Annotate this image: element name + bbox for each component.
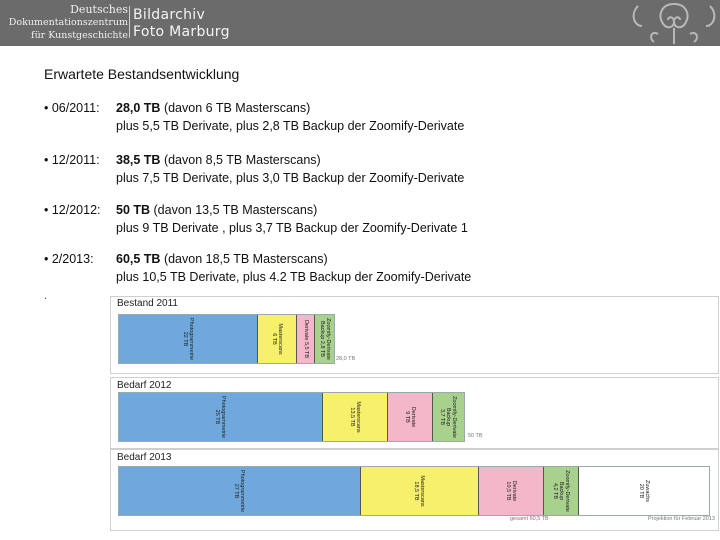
item-total: 38,5 TB xyxy=(116,153,161,167)
app-title: Bildarchiv Foto Marburg xyxy=(133,7,230,41)
segment-label: Photogrammetrie 22 TB xyxy=(181,317,194,361)
chart-title: Bestand 2011 xyxy=(117,298,178,309)
chart-note: 50 TB xyxy=(468,433,483,439)
chart-title: Bedarf 2012 xyxy=(117,380,172,391)
stacked-bar: Photogrammetrie 25 TB Masterscans 13,5 TB… xyxy=(118,392,465,442)
bar-segment: Masterscans 18,5 TB xyxy=(360,467,479,515)
item-line-1: 28,0 TB (davon 6 TB Masterscans) xyxy=(116,99,310,117)
bar-segment: Zoomify-Derivate Backup 3,7 TB xyxy=(432,393,464,441)
item-line-1: 60,5 TB (davon 18,5 TB Masterscans) xyxy=(116,250,328,268)
header-divider xyxy=(129,6,130,38)
item-date: • 12/2012: xyxy=(44,203,101,217)
bar-segment: Derivate 9 TB xyxy=(388,393,433,441)
segment-label: Derivate 5,5 TB xyxy=(302,319,309,359)
ddk-logo: Deutsches Dokumentationszentrum für Kuns… xyxy=(9,3,128,42)
item-line-2: plus 5,5 TB Derivate, plus 2,8 TB Backup… xyxy=(116,119,465,133)
item-line-1-rest: (davon 13,5 TB Masterscans) xyxy=(150,203,318,217)
app-title-line-2: Foto Marburg xyxy=(133,24,230,40)
item-total: 50 TB xyxy=(116,203,151,217)
bar-segment: Masterscans 13,5 TB xyxy=(322,393,389,441)
logo-line-3: für Kunstgeschichte xyxy=(31,30,128,41)
logo-line-1: Deutsches xyxy=(70,3,128,16)
segment-label: Photogrammetrie 25 TB xyxy=(214,395,227,439)
segment-label: Zoomify-Derivate Backup 4,2 TB xyxy=(551,470,570,512)
chart-note-2: Projektion für Februar 2013 xyxy=(648,516,715,522)
stray-mark: . xyxy=(44,290,48,302)
item-line-2: plus 7,5 TB Derivate, plus 3,0 TB Backup… xyxy=(116,171,465,185)
segment-label: Masterscans 13,5 TB xyxy=(348,401,361,433)
item-total: 28,0 TB xyxy=(116,101,161,115)
slide-heading: Erwartete Bestandsentwicklung xyxy=(44,66,240,82)
item-line-1: 50 TB (davon 13,5 TB Masterscans) xyxy=(116,201,317,219)
bar-segment: Photogrammetrie 25 TB xyxy=(119,393,323,441)
bar-segment: Derivate 10,5 TB xyxy=(478,467,544,515)
logo-line-2: Dokumentationszentrum xyxy=(8,17,128,28)
bar-segment: Photogrammetrie 27 TB xyxy=(119,467,361,515)
stacked-bar: Photogrammetrie 27 TB Masterscans 18,5 TB… xyxy=(118,466,710,516)
header-bar: Deutsches Dokumentationszentrum für Kuns… xyxy=(0,0,720,46)
item-line-1-rest: (davon 18,5 TB Masterscans) xyxy=(160,252,328,266)
chart-note: 28,0 TB xyxy=(336,356,356,362)
segment-label: Zoomify-Derivate Backup 2,8 TB xyxy=(318,318,331,360)
segment-label: Masterscans 18,5 TB xyxy=(413,475,426,507)
app-title-line-1: Bildarchiv xyxy=(133,7,206,23)
item-date: • 12/2011: xyxy=(44,153,100,167)
item-date: • 2/2013: xyxy=(44,252,94,266)
bar-segment: Masterscans 6 TB xyxy=(257,315,297,363)
chart-note: gesamt 60,5 TB xyxy=(510,516,549,522)
segment-label: Masterscans 6 TB xyxy=(270,323,283,355)
bar-segment: Zoomify-Derivate Backup 2,8 TB xyxy=(315,315,334,363)
stacked-bar: Photogrammetrie 22 TB Masterscans 6 TB Der… xyxy=(118,314,335,364)
item-line-1-rest: (davon 8,5 TB Masterscans) xyxy=(160,153,321,167)
bar-segment: Zoomify-Derivate Backup 4,2 TB xyxy=(543,467,580,515)
item-total: 60,5 TB xyxy=(116,252,161,266)
item-line-2: plus 10,5 TB Derivate, plus 4.2 TB Backu… xyxy=(116,270,472,284)
bar-segment: Zuwachs 20 TB xyxy=(579,467,709,515)
ornament-icon xyxy=(632,3,716,44)
bar-segment: Derivate 5,5 TB xyxy=(297,315,316,363)
segment-label: Photogrammetrie 27 TB xyxy=(233,469,246,513)
item-line-2: plus 9 TB Derivate , plus 3,7 TB Backup … xyxy=(116,221,468,235)
item-line-1-rest: (davon 6 TB Masterscans) xyxy=(160,101,311,115)
item-date: • 06/2011: xyxy=(44,101,100,115)
segment-label: Derivate 9 TB xyxy=(404,406,417,428)
segment-label: Derivate 10,5 TB xyxy=(504,480,517,502)
item-line-1: 38,5 TB (davon 8,5 TB Masterscans) xyxy=(116,151,321,169)
bar-segment: Photogrammetrie 22 TB xyxy=(119,315,258,363)
segment-label: Zoomify-Derivate Backup 3,7 TB xyxy=(439,396,458,438)
chart-title: Bedarf 2013 xyxy=(117,452,172,463)
segment-label: Zuwachs 20 TB xyxy=(638,479,651,503)
